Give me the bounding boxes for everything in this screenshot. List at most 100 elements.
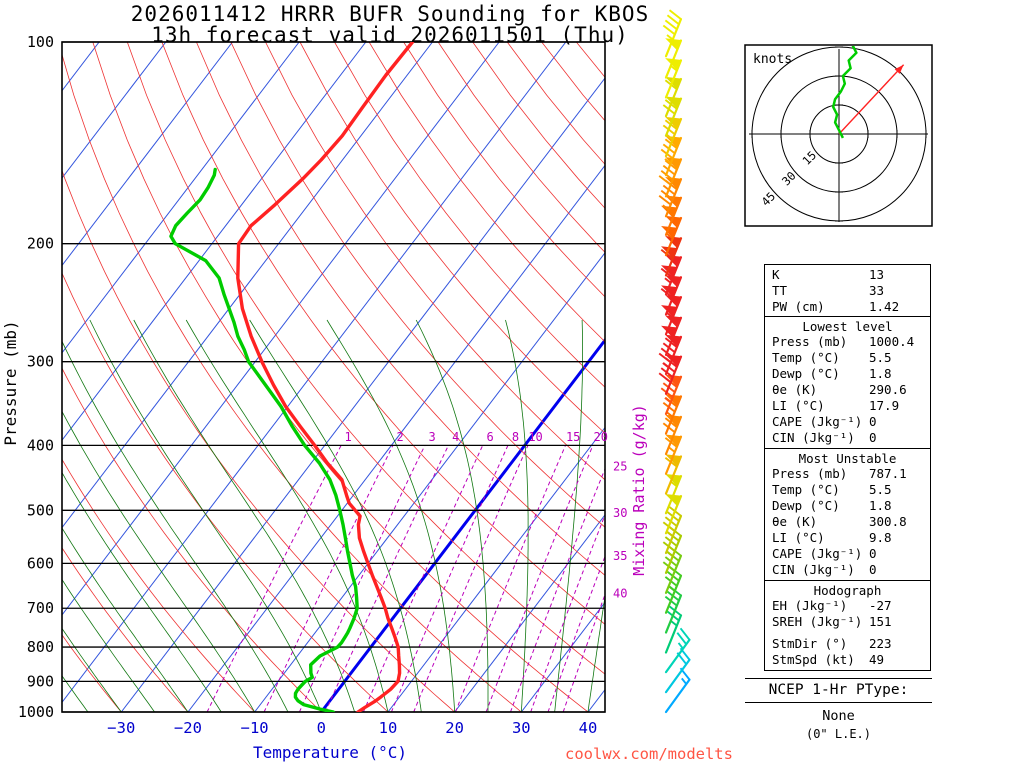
- moist-adiabat: [133, 319, 355, 712]
- stat-row: K 13: [765, 267, 930, 283]
- mixing-ratio-value-label: 2: [396, 430, 403, 444]
- mixing-ratio-value-label: 4: [452, 430, 459, 444]
- dry-adiabat: [299, 42, 605, 434]
- stat-label: θe (K): [772, 382, 818, 397]
- hodograph-stats-box: Hodograph EH (Jkg⁻¹) -27 SREH (Jkg⁻¹) 151 Stm…: [764, 580, 931, 671]
- stat-row: LI (°C) 17.9: [765, 398, 930, 414]
- stat-label: PW (cm): [772, 299, 825, 314]
- moist-adiabat: [554, 319, 583, 712]
- indices-summary-box: K 13 TT 33 PW (cm) 1.42: [764, 264, 931, 317]
- watermark: coolwx.com/modelts: [565, 745, 733, 763]
- moist-adiabat: [62, 471, 222, 712]
- stat-value: 290.6: [869, 382, 907, 397]
- stat-value: 223: [869, 636, 892, 651]
- hodograph-knots-label: knots: [753, 52, 792, 67]
- moist-adiabat: [62, 627, 122, 712]
- mixing-ratio-value-label: 40: [613, 586, 627, 600]
- moist-adiabat: [89, 319, 322, 712]
- stat-value: 0: [869, 546, 877, 561]
- stat-value: 17.9: [869, 398, 900, 413]
- stat-row: StmSpd (kt) 49: [765, 652, 930, 668]
- dry-adiabat: [230, 42, 605, 528]
- pressure-tick-label: 1000: [18, 703, 54, 721]
- dry-adiabat: [62, 169, 455, 712]
- pressure-tick-label: 900: [27, 672, 54, 690]
- moist-adiabat: [185, 319, 389, 712]
- sounding-profiles: [169, 42, 415, 712]
- isotherm: [187, 164, 605, 712]
- moist-adiabat: [62, 527, 189, 712]
- stat-row: LI (°C) 9.8: [765, 530, 930, 546]
- isotherm: [387, 426, 605, 712]
- stat-row: EH (Jkg⁻¹) -27: [765, 598, 930, 614]
- stat-row: CIN (Jkg⁻¹) 0: [765, 562, 930, 578]
- mixing-ratio-value-label: 6: [487, 430, 494, 444]
- dry-adiabat: [265, 42, 605, 481]
- wind-barb: [664, 38, 683, 79]
- mixing-ratio-value-label: 35: [613, 549, 627, 563]
- stat-label: θe (K): [772, 514, 818, 529]
- stat-value: 1.42: [869, 299, 900, 314]
- lowest-level-box: Lowest level Press (mb) 1000.4 Temp (°C) 5.5…: [764, 316, 931, 449]
- stat-label: Temp (°C): [772, 482, 840, 497]
- wind-barb: [660, 135, 683, 177]
- ptype-panel: NCEP 1-Hr PType: None (0" L.E.): [745, 678, 932, 741]
- stat-value: 151: [869, 614, 892, 629]
- dry-adiabat: [437, 42, 605, 253]
- stat-row: Dewp (°C) 1.8: [765, 498, 930, 514]
- temperature-tick-label: 0: [317, 719, 326, 737]
- stat-value: 0: [869, 430, 877, 445]
- mixing-ratio-value-label: 15: [566, 430, 580, 444]
- moist-adiabat: [505, 319, 529, 712]
- stat-value: 5.5: [869, 482, 892, 497]
- mixing-ratio-value-label: 3: [429, 430, 436, 444]
- temperature-tick-label: −20: [174, 719, 202, 737]
- isotherm: [62, 42, 367, 442]
- dry-adiabat: [196, 42, 605, 576]
- stat-value: 787.1: [869, 466, 907, 481]
- wind-barb: [664, 627, 691, 674]
- stat-value: 13: [869, 267, 885, 282]
- moist-adiabat: [587, 594, 605, 712]
- stat-label: StmDir (°): [772, 636, 848, 651]
- stat-value: -27: [869, 598, 892, 613]
- stat-label: Press (mb): [772, 334, 848, 349]
- dry-adiabat: [62, 272, 389, 712]
- chart-title-line2: 13h forecast valid 2026011501 (Thu): [151, 23, 629, 47]
- isotherm: [454, 514, 605, 712]
- storm-motion-vector: [838, 64, 905, 135]
- dry-adiabat: [92, 42, 589, 712]
- stat-label: CIN (Jkg⁻¹): [772, 430, 855, 445]
- dry-adiabat: [62, 367, 322, 712]
- pressure-axis-title: Pressure (mb): [1, 320, 20, 445]
- dry-adiabat: [368, 42, 605, 343]
- stat-label: Temp (°C): [772, 350, 840, 365]
- moist-adiabat: [62, 410, 255, 712]
- stat-value: 0: [869, 562, 877, 577]
- stat-label: Dewp (°C): [772, 366, 840, 381]
- chart-title-line1: 2026011412 HRRR BUFR Sounding for KBOS: [131, 2, 649, 26]
- temperature-tick-label: 40: [579, 719, 598, 737]
- mixing-ratio-value-label: 30: [613, 506, 627, 520]
- ptype-note: (0" L.E.): [805, 727, 872, 741]
- moist-adiabat: [62, 340, 289, 712]
- stat-section-title: Most Unstable: [798, 451, 897, 466]
- pressure-tick-label: 400: [27, 436, 54, 454]
- stat-value: 1.8: [869, 498, 892, 513]
- mixing-ratio-labels: 1 2 3 4 6 8 10 15 20 25 30 35 40: [345, 430, 628, 600]
- stat-label: EH (Jkg⁻¹): [772, 598, 848, 613]
- temperature-curve: [236, 42, 415, 712]
- stat-label: CAPE (Jkg⁻¹): [772, 414, 863, 429]
- stat-label: LI (°C): [772, 530, 825, 545]
- isotherm: [62, 42, 233, 267]
- stat-value: 1.8: [869, 366, 892, 381]
- stat-value: 300.8: [869, 514, 907, 529]
- wind-barb: [664, 473, 683, 515]
- storm-motion-arrowhead: [894, 64, 904, 74]
- stat-row: Press (mb) 1000.4: [765, 334, 930, 350]
- isotherm: [62, 42, 167, 179]
- stat-value: 0: [869, 414, 877, 429]
- stat-label: StmSpd (kt): [772, 652, 855, 667]
